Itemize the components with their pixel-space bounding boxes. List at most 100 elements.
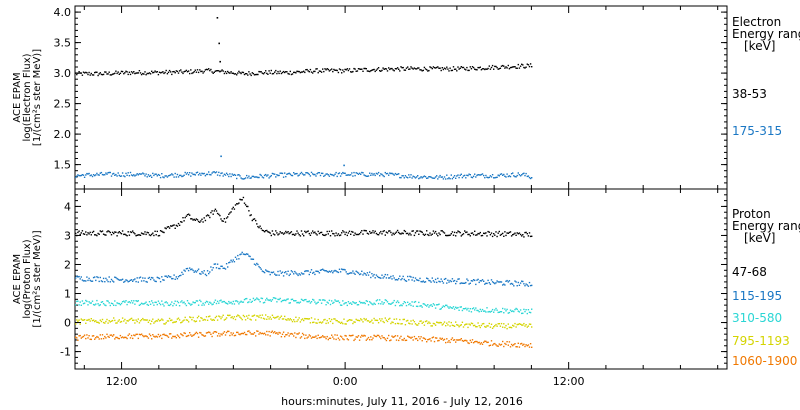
- data-point: [389, 303, 391, 305]
- data-point: [76, 275, 78, 277]
- data-point: [436, 321, 438, 323]
- data-point: [398, 322, 400, 325]
- data-point: [132, 337, 134, 340]
- data-point: [185, 69, 188, 72]
- data-point: [433, 281, 436, 283]
- data-point: [377, 67, 380, 69]
- data-point: [358, 273, 361, 276]
- data-point: [159, 281, 162, 283]
- data-point: [403, 318, 405, 321]
- data-point: [136, 173, 138, 175]
- data-point: [531, 235, 533, 237]
- data-point: [405, 339, 408, 341]
- data-point: [124, 280, 126, 283]
- data-point: [388, 334, 390, 337]
- data-point: [221, 172, 223, 174]
- data-point: [107, 335, 109, 338]
- data-point: [524, 345, 526, 348]
- data-point: [151, 338, 153, 340]
- data-point: [278, 72, 280, 75]
- data-point: [308, 71, 310, 73]
- data-point: [325, 337, 327, 340]
- data-point: [246, 297, 248, 300]
- data-point: [219, 316, 221, 318]
- data-point: [109, 281, 111, 283]
- data-point: [437, 277, 439, 280]
- data-point: [241, 178, 243, 180]
- data-point: [345, 174, 347, 176]
- data-point: [318, 232, 321, 235]
- data-point: [230, 259, 232, 261]
- data-point: [247, 74, 249, 76]
- data-point: [170, 319, 172, 322]
- data-point: [503, 65, 505, 67]
- data-point: [441, 176, 443, 178]
- data-point: [415, 68, 418, 70]
- data-point: [195, 271, 198, 273]
- data-point: [144, 277, 146, 279]
- data-point: [210, 333, 212, 335]
- data-point: [181, 300, 183, 302]
- data-point: [288, 302, 290, 304]
- data-point: [286, 319, 288, 321]
- data-point: [95, 71, 97, 73]
- data-point: [320, 231, 323, 234]
- ylabel-line-electron: ACE EPAM: [12, 72, 23, 122]
- data-point: [208, 315, 210, 318]
- data-point: [367, 233, 370, 235]
- data-point: [90, 302, 92, 304]
- data-point: [443, 278, 446, 280]
- data-point: [358, 320, 361, 322]
- data-point: [110, 334, 113, 336]
- data-point: [185, 319, 188, 321]
- data-point: [439, 337, 441, 339]
- data-point: [478, 325, 480, 327]
- data-point: [95, 234, 97, 236]
- data-point: [237, 331, 239, 334]
- data-point: [81, 279, 84, 281]
- data-point: [110, 234, 113, 236]
- data-point: [363, 229, 365, 232]
- data-point: [336, 300, 338, 302]
- data-point: [98, 233, 100, 235]
- data-point: [379, 277, 381, 279]
- data-point: [153, 174, 155, 177]
- data-point: [324, 174, 326, 177]
- data-point: [267, 270, 269, 273]
- data-point: [305, 270, 307, 272]
- data-point: [371, 319, 373, 321]
- data-point: [529, 311, 532, 314]
- data-point: [250, 333, 252, 335]
- data-point: [155, 173, 157, 175]
- data-point: [140, 173, 143, 175]
- data-point: [272, 173, 275, 175]
- data-point: [119, 334, 122, 337]
- data-point: [326, 230, 328, 233]
- data-point: [175, 337, 177, 339]
- data-point: [438, 280, 440, 283]
- data-point: [128, 71, 131, 73]
- data-point: [512, 324, 514, 327]
- data-point: [531, 177, 533, 179]
- data-point: [162, 279, 164, 281]
- data-point: [364, 229, 366, 232]
- data-point: [459, 174, 461, 176]
- data-point: [407, 335, 409, 337]
- data-point: [500, 173, 503, 175]
- data-point: [178, 336, 181, 339]
- data-point: [374, 277, 376, 279]
- data-point: [525, 324, 527, 326]
- data-point: [312, 272, 314, 274]
- data-point: [323, 299, 325, 301]
- data-point: [184, 270, 186, 272]
- data-point: [138, 173, 141, 175]
- data-point: [252, 333, 255, 335]
- data-point: [147, 321, 150, 323]
- data-point: [270, 318, 272, 320]
- data-point: [440, 338, 442, 340]
- data-point: [331, 300, 333, 302]
- data-point: [363, 317, 365, 320]
- data-point: [154, 280, 156, 282]
- data-point: [314, 336, 316, 338]
- data-point: [175, 224, 177, 227]
